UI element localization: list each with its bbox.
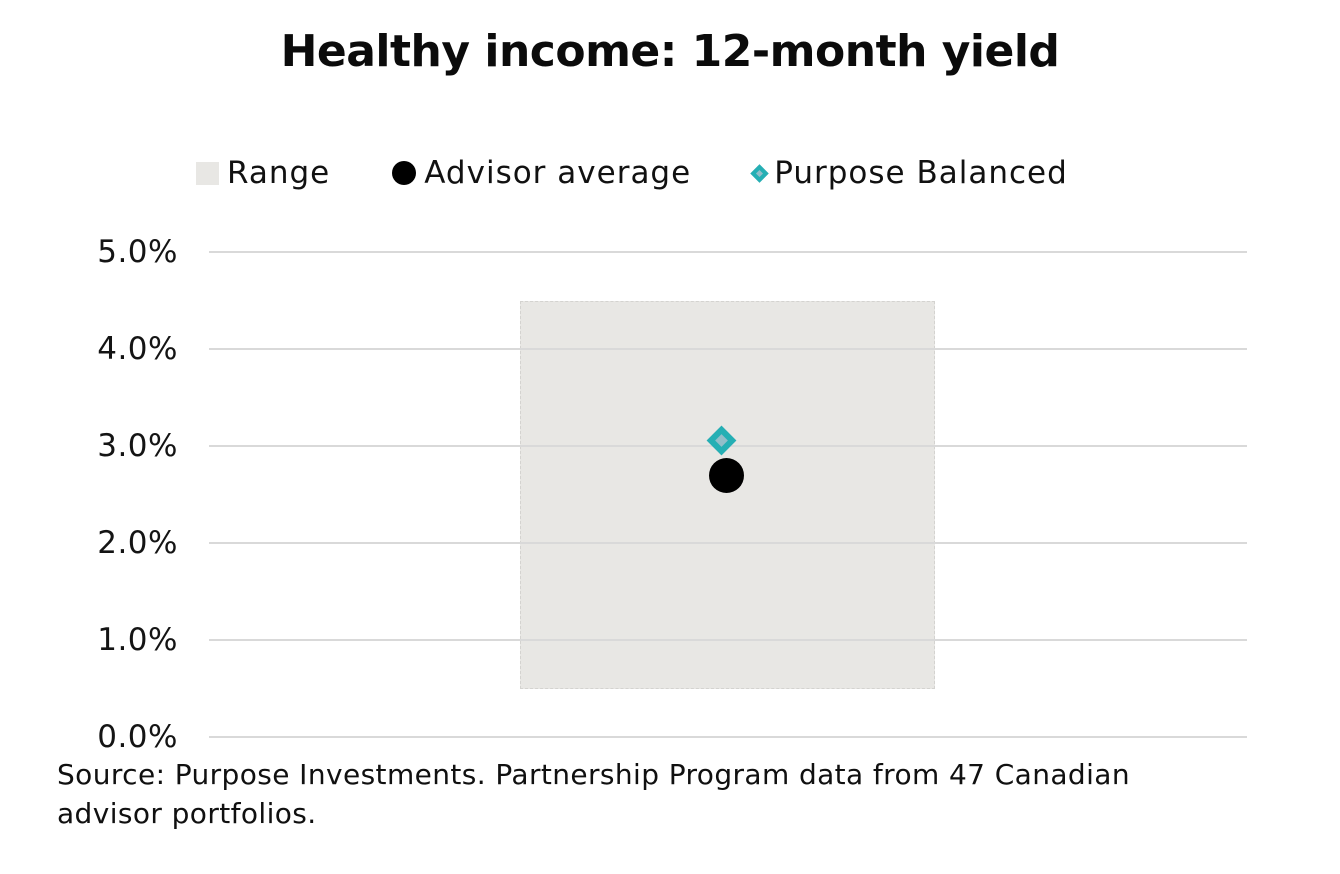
gridline [209, 736, 1247, 738]
range-bar [520, 300, 935, 689]
legend-label-purpose-balanced: Purpose Balanced [774, 155, 1068, 191]
y-tick-label: 4.0% [97, 331, 178, 367]
chart-title: Healthy income: 12-month yield [280, 26, 1060, 77]
legend-label-advisor-average: Advisor average [424, 155, 692, 191]
y-tick-label: 0.0% [97, 719, 178, 755]
gridline [209, 251, 1247, 253]
advisor-average-point [708, 457, 744, 493]
gridline [209, 639, 1247, 641]
y-tick-label: 5.0% [97, 234, 178, 270]
gridline [209, 542, 1247, 544]
y-tick-label: 3.0% [97, 428, 178, 464]
legend-item-advisor-average: Advisor average [392, 155, 691, 191]
gridline [209, 348, 1247, 350]
legend: Range Advisor average Purpose Balanced [196, 152, 1068, 194]
legend-label-range: Range [227, 155, 331, 191]
legend-item-range: Range [196, 155, 330, 191]
y-tick-label: 2.0% [97, 525, 178, 561]
range-swatch-icon [196, 161, 219, 185]
circle-marker-icon [392, 161, 417, 185]
y-tick-label: 1.0% [97, 622, 178, 658]
source-note: Source: Purpose Investments. Partnership… [57, 758, 1130, 830]
legend-item-purpose-balanced: Purpose Balanced [750, 155, 1068, 191]
